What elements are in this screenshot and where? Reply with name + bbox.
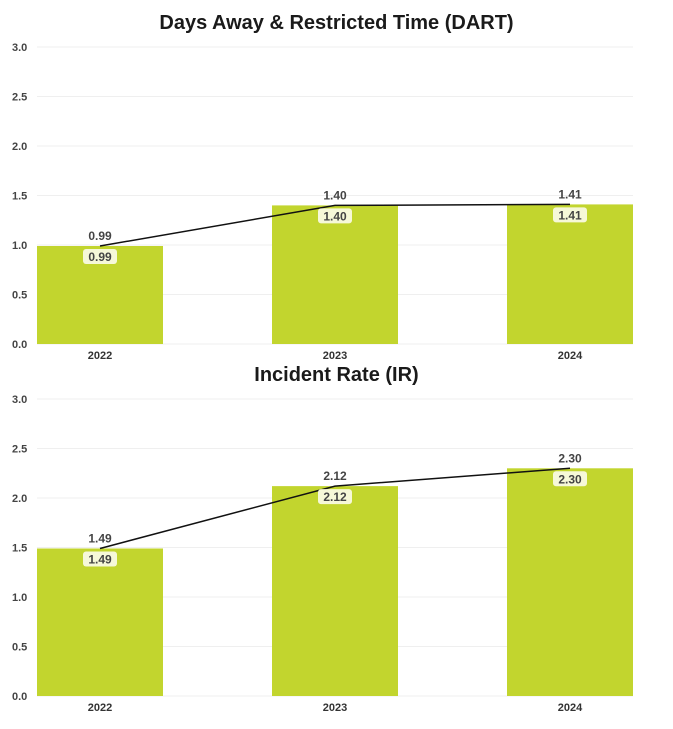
ir-chart-title: Incident Rate (IR)	[254, 364, 419, 386]
ir-ytick-label: 2.5	[12, 444, 27, 456]
dart-bar-value-label: 1.40	[323, 209, 347, 223]
dart-bar	[507, 204, 633, 344]
dart-ytick-label: 1.0	[12, 240, 27, 252]
ir-chart: Incident Rate (IR) 0.0 0.5 1.0 1.5 2.0 2.5 3.0…	[0, 360, 673, 712]
ir-bar-label-box	[83, 551, 117, 567]
ir-ytick-label: 1.0	[12, 592, 27, 604]
ir-bar-label-box	[318, 489, 352, 505]
ir-line-value-label: 2.12	[323, 469, 347, 483]
ir-xtick-label: 2024	[558, 702, 583, 712]
ir-ytick-label: 3.0	[12, 394, 27, 406]
ir-ytick-label: 0.5	[12, 642, 27, 654]
dart-line-value-label: 1.40	[323, 188, 347, 202]
dart-ytick-label: 1.5	[12, 191, 27, 203]
dart-xtick-label: 2023	[323, 350, 347, 360]
dart-ytick-label: 0.5	[12, 290, 27, 302]
ir-bar	[37, 548, 163, 696]
ir-bar-value-label: 1.49	[88, 552, 112, 566]
ir-bar	[272, 486, 398, 696]
dart-xtick-label: 2024	[558, 350, 583, 360]
ir-line-value-label: 2.30	[558, 451, 582, 465]
ir-xtick-label: 2022	[88, 702, 112, 712]
dart-line-value-label: 1.41	[558, 187, 582, 201]
dart-line-value-label: 0.99	[88, 229, 112, 243]
dart-bar-value-label: 1.41	[558, 208, 582, 222]
dart-ytick-label: 0.0	[12, 339, 27, 351]
dart-bar	[272, 205, 398, 344]
dart-bar-label-box	[318, 208, 352, 224]
ir-bar	[507, 468, 633, 696]
dart-ytick-label: 2.5	[12, 92, 27, 104]
dart-bar-value-label: 0.99	[88, 250, 112, 264]
ir-line-value-label: 1.49	[88, 531, 112, 545]
dart-xtick-label: 2022	[88, 350, 112, 360]
ir-xtick-label: 2023	[323, 702, 347, 712]
dart-bar-label-box	[83, 248, 117, 264]
ir-trend-line	[99, 467, 571, 550]
ir-bar-label-box	[553, 471, 587, 487]
dart-chart: Days Away & Restricted Time (DART) 0.0 0.…	[0, 8, 673, 360]
dart-chart-title: Days Away & Restricted Time (DART)	[159, 12, 514, 34]
ir-bar-value-label: 2.30	[558, 472, 582, 486]
ir-chart-plot: 0.0 0.5 1.0 1.5 2.0 2.5 3.0 1.49 1.49 2022 2.12 2.1…	[12, 394, 633, 712]
dart-ytick-label: 3.0	[12, 42, 27, 54]
ir-ytick-label: 2.0	[12, 493, 27, 505]
dart-bar-label-box	[553, 207, 587, 223]
ir-ytick-label: 0.0	[12, 691, 27, 703]
dart-ytick-label: 2.0	[12, 141, 27, 153]
dart-trend-line	[99, 203, 571, 247]
dart-chart-plot: 0.0 0.5 1.0 1.5 2.0 2.5 3.0 0.99 0.99 2022 1.40 1.4…	[12, 42, 633, 360]
ir-ytick-label: 1.5	[12, 543, 27, 555]
ir-bar-value-label: 2.12	[323, 490, 347, 504]
